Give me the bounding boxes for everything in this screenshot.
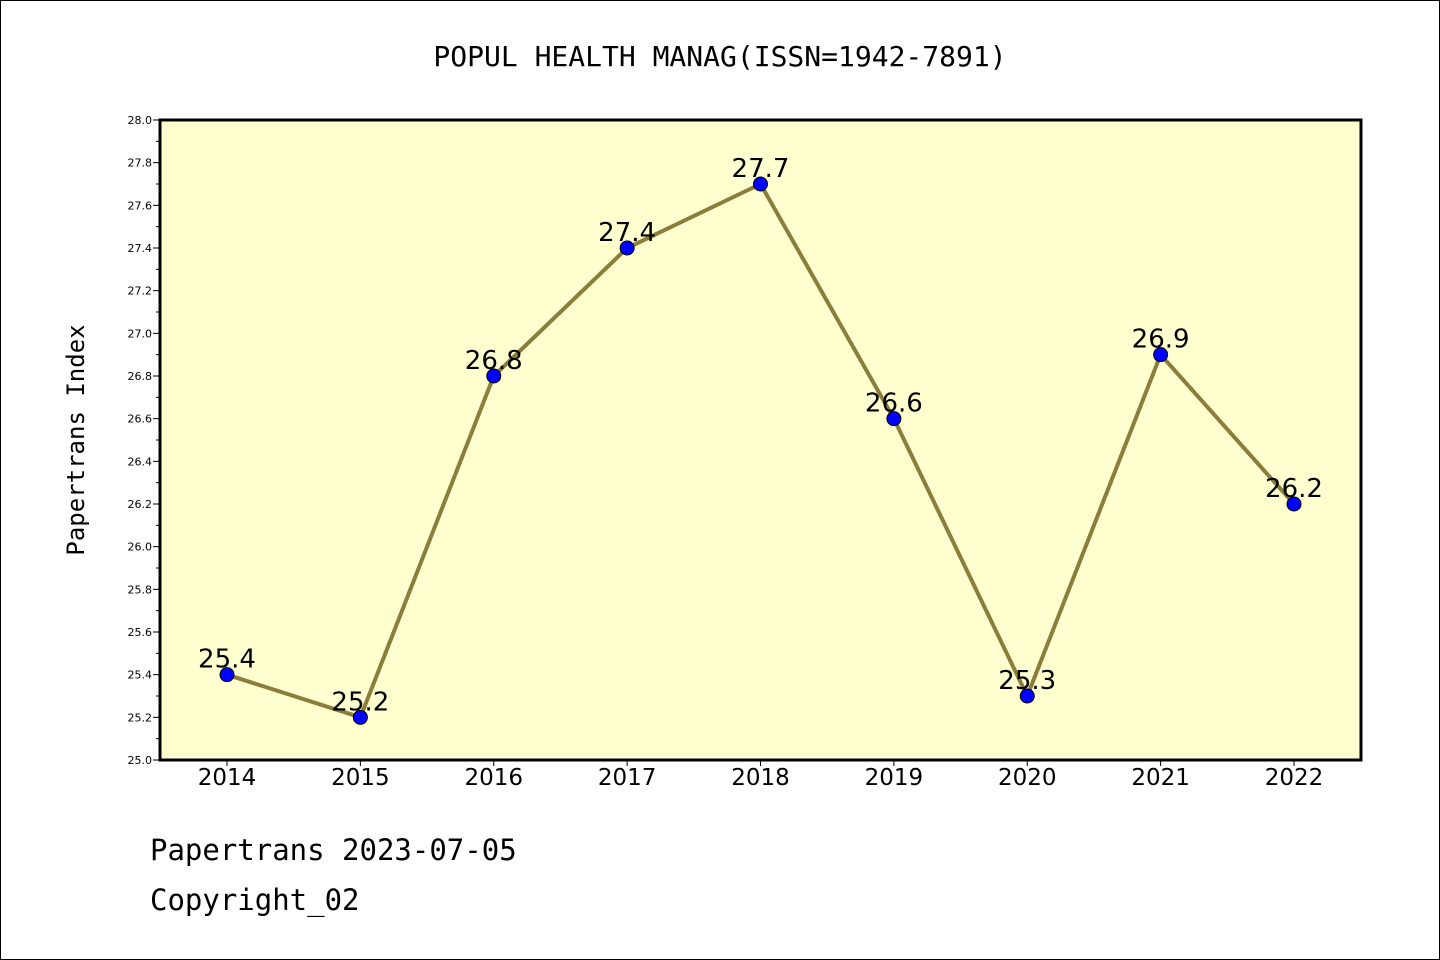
- x-tick-label: 2019: [865, 765, 924, 791]
- plot-border: [158, 118, 1363, 762]
- y-axis: 25.0 25.2 25.4 25.6 25.8 26.0 26.2 26.4 26.6 26.8…: [128, 114, 160, 767]
- data-label: 27.4: [598, 218, 656, 248]
- data-point: [352, 709, 368, 725]
- footer-date: Papertrans 2023-07-05: [150, 833, 517, 867]
- data-series: 25.4 25.2 26.8 27.4 27.7 26.6 25.3 26.9 26.2: [198, 154, 1323, 725]
- x-tick-label: 2015: [331, 765, 390, 791]
- y-tick-label: 26.2: [128, 498, 153, 511]
- data-point: [486, 368, 502, 384]
- footer-copyright: Copyright_02: [150, 883, 360, 917]
- data-label: 26.8: [465, 346, 523, 376]
- y-axis-label: Papertrans Index: [62, 324, 90, 555]
- y-tick-label: 26.0: [128, 541, 153, 554]
- y-tick-label: 27.0: [128, 327, 153, 340]
- x-tick-label: 2016: [464, 765, 523, 791]
- y-tick-label: 27.4: [128, 242, 153, 255]
- data-point: [219, 667, 235, 683]
- x-tick-label: 2022: [1265, 765, 1324, 791]
- data-point: [1019, 688, 1035, 704]
- y-tick-label: 26.8: [128, 370, 153, 383]
- x-tick-label: 2020: [998, 765, 1057, 791]
- data-point: [1153, 347, 1169, 363]
- y-tick-label: 25.8: [128, 583, 153, 596]
- y-tick-label: 27.2: [128, 285, 153, 298]
- x-tick-label: 2014: [198, 765, 257, 791]
- data-point: [886, 411, 902, 427]
- y-tick-label: 26.4: [128, 455, 153, 468]
- x-tick-label: 2018: [731, 765, 790, 791]
- data-label: 26.6: [865, 389, 923, 419]
- plot-area: [160, 120, 1361, 760]
- y-tick-label: 25.2: [128, 711, 153, 724]
- data-point: [753, 176, 768, 192]
- y-tick-label: 26.6: [128, 413, 153, 426]
- x-axis: 2014 2015 2016 2017 2018 2019 2020 2021 2022: [198, 760, 1324, 791]
- data-label: 25.4: [198, 645, 256, 675]
- y-tick-label: 27.6: [128, 199, 153, 212]
- x-tick-label: 2017: [598, 765, 657, 791]
- data-label: 26.2: [1265, 474, 1323, 504]
- data-point: [1286, 496, 1302, 512]
- y-tick-label: 25.4: [128, 669, 153, 682]
- data-label: 25.2: [331, 687, 389, 717]
- x-tick-label: 2021: [1131, 765, 1190, 791]
- data-point: [619, 240, 635, 256]
- y-tick-label: 25.0: [128, 754, 153, 767]
- data-label: 26.9: [1132, 325, 1190, 355]
- data-label: 25.3: [998, 666, 1056, 696]
- y-tick-label: 27.8: [128, 157, 153, 170]
- y-tick-label: 25.6: [128, 626, 153, 639]
- data-label: 27.7: [732, 154, 790, 184]
- chart-title: POPUL HEALTH MANAG(ISSN=1942-7891): [433, 40, 1006, 73]
- y-tick-label: 28.0: [128, 114, 153, 127]
